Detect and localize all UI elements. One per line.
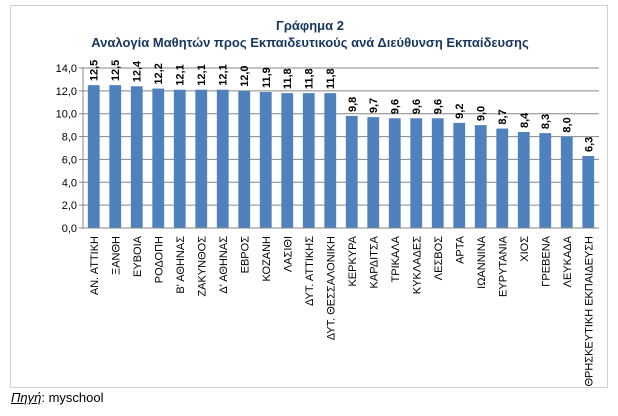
data-label: 12,5 (110, 60, 122, 81)
category-label: ΛΕΥΚΑΔΑ (562, 235, 574, 287)
data-labels: 12,5 12,5 12,4 12,2 12,1 12,1 12,1 12,0 11,9 11,8… (89, 60, 596, 152)
data-label: 9,0 (476, 106, 488, 121)
gridlines (83, 67, 599, 206)
y-tick-label: 14,0 (56, 63, 77, 75)
data-label: 8,0 (562, 117, 574, 132)
category-label: ΧΙΟΣ (519, 236, 531, 262)
category-label: ΤΡΙΚΑΛΑ (390, 235, 402, 282)
data-label: 12,5 (89, 60, 101, 81)
data-label: 9,6 (411, 99, 423, 114)
source-separator: : (41, 390, 49, 405)
category-label: ΖΑΚΥΝΘΟΣ (196, 236, 208, 297)
y-tick-label: 12,0 (56, 86, 77, 98)
bar (302, 93, 315, 229)
bar (453, 122, 466, 228)
category-label: ΛΑΣΙΘΙ (282, 236, 294, 272)
data-label: 11,9 (261, 67, 273, 88)
chart-title: Γράφημα 2 (276, 18, 344, 33)
bar (431, 118, 444, 228)
category-labels: ΑΝ. ΑΤΤΙΚΗ ΞΑΝΘΗ ΕΥΒΟΙΑ ΡΟΔΟΠΗ Β' ΑΘΗΝΑΣ ΖΑΚΥ… (89, 235, 596, 386)
category-label: ΡΟΔΟΠΗ (153, 236, 165, 283)
source-note: Πηγή: myschool (11, 390, 104, 405)
data-label: 12,2 (153, 63, 165, 84)
data-label: 12,0 (239, 65, 251, 86)
data-label: 9,7 (368, 98, 380, 113)
category-label: ΚΥΚΛΑΔΕΣ (411, 236, 423, 294)
bar (173, 89, 186, 228)
data-label: 8,7 (497, 109, 509, 124)
data-label: 8,3 (540, 114, 552, 129)
category-label: ΔΥΤ. ΘΕΣΣΑΛΟΝΙΚΗ (325, 236, 337, 340)
bar (152, 88, 165, 228)
bar (216, 89, 229, 228)
bar (281, 93, 294, 229)
bar (130, 86, 143, 229)
data-label: 12,1 (218, 64, 230, 85)
source-label: Πηγή (11, 390, 42, 405)
bar (324, 93, 337, 229)
category-label: ΑΡΤΑ (454, 235, 466, 264)
y-tick-label: 8,0 (62, 132, 77, 144)
category-label: ΕΒΡΟΣ (239, 236, 251, 274)
bar (410, 118, 423, 228)
category-label: ΘΡΗΣΚΕΥΤΙΚΗ ΕΚΠΑΙΔΕΥΣΗ (583, 236, 595, 387)
chart-subtitle: Αναλογία Μαθητών προς Εκπαιδευτικούς ανά… (91, 35, 529, 50)
data-label: 12,1 (196, 64, 208, 85)
bar (474, 125, 487, 228)
category-label: Β' ΑΘΗΝΑΣ (175, 236, 187, 294)
bar (87, 85, 100, 229)
bars (87, 85, 595, 229)
bar (238, 90, 251, 228)
data-label: 9,6 (433, 99, 445, 114)
bar-chart: Γράφημα 2 Αναλογία Μαθητών προς Εκπαιδευ… (56, 18, 599, 387)
y-axis-ticks: 0,0 2,0 4,0 6,0 8,0 10,0 12,0 14,0 (56, 63, 83, 235)
category-label: ΛΕΣΒΟΣ (433, 236, 445, 280)
category-label: ΓΡΕΒΕΝΑ (540, 235, 552, 286)
bar (388, 118, 401, 228)
category-label: ΚΟΖΑΝΗ (261, 236, 273, 282)
bar (496, 128, 509, 228)
bar (582, 156, 595, 228)
bar (109, 85, 122, 229)
bar (259, 92, 272, 228)
bar (539, 133, 552, 228)
data-label: 11,8 (304, 68, 316, 89)
chart-frame: Γράφημα 2 Αναλογία Μαθητών προς Εκπαιδευ… (10, 5, 608, 388)
category-label: ΔΥΤ. ΑΤΤΙΚΗΣ (304, 236, 316, 306)
y-tick-label: 2,0 (62, 200, 77, 212)
bar (367, 117, 380, 228)
data-label: 11,8 (325, 68, 337, 89)
bar (560, 136, 573, 228)
category-label: ΕΥΒΟΙΑ (132, 235, 144, 277)
data-label: 9,2 (454, 104, 466, 119)
bar (195, 89, 208, 228)
category-label: ΑΝ. ΑΤΤΙΚΗ (89, 236, 101, 295)
source-value: myschool (48, 390, 104, 405)
data-label: 12,4 (132, 60, 144, 82)
y-tick-label: 0,0 (62, 223, 77, 235)
category-label: Δ' ΑΘΗΝΑΣ (218, 236, 230, 294)
category-label: ΙΩΑΝΝΙΝΑ (476, 235, 488, 289)
bar (345, 116, 358, 228)
category-label: ΕΥΡΥΤΑΝΙΑ (497, 235, 509, 297)
data-label: 6,3 (583, 137, 595, 152)
data-label: 9,8 (347, 97, 359, 112)
category-label: ΞΑΝΘΗ (110, 236, 122, 275)
data-label: 11,8 (282, 68, 294, 89)
category-label: ΚΕΡΚΥΡΑ (347, 235, 359, 286)
y-tick-label: 6,0 (62, 154, 77, 166)
data-label: 8,4 (519, 112, 531, 128)
data-label: 9,6 (390, 99, 402, 114)
y-tick-label: 4,0 (62, 177, 77, 189)
bar (517, 132, 530, 228)
category-label: ΚΑΡΔΙΤΣΑ (368, 235, 380, 288)
y-tick-label: 10,0 (56, 109, 77, 121)
data-label: 12,1 (175, 64, 187, 85)
